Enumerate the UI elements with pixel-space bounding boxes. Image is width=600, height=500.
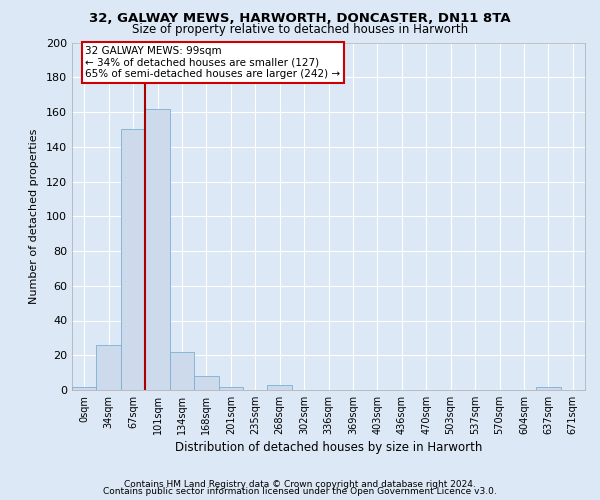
Text: 32 GALWAY MEWS: 99sqm
← 34% of detached houses are smaller (127)
65% of semi-det: 32 GALWAY MEWS: 99sqm ← 34% of detached … xyxy=(85,46,341,79)
Bar xyxy=(218,386,243,390)
Bar xyxy=(194,376,218,390)
Text: Contains public sector information licensed under the Open Government Licence v3: Contains public sector information licen… xyxy=(103,488,497,496)
Bar xyxy=(170,352,194,390)
Bar xyxy=(536,386,560,390)
Bar xyxy=(121,130,145,390)
Bar xyxy=(145,108,170,390)
Text: Contains HM Land Registry data © Crown copyright and database right 2024.: Contains HM Land Registry data © Crown c… xyxy=(124,480,476,489)
Bar xyxy=(97,345,121,390)
Text: Size of property relative to detached houses in Harworth: Size of property relative to detached ho… xyxy=(132,22,468,36)
Text: 32, GALWAY MEWS, HARWORTH, DONCASTER, DN11 8TA: 32, GALWAY MEWS, HARWORTH, DONCASTER, DN… xyxy=(89,12,511,26)
Y-axis label: Number of detached properties: Number of detached properties xyxy=(29,128,39,304)
Bar xyxy=(268,385,292,390)
X-axis label: Distribution of detached houses by size in Harworth: Distribution of detached houses by size … xyxy=(175,441,482,454)
Bar xyxy=(72,386,97,390)
